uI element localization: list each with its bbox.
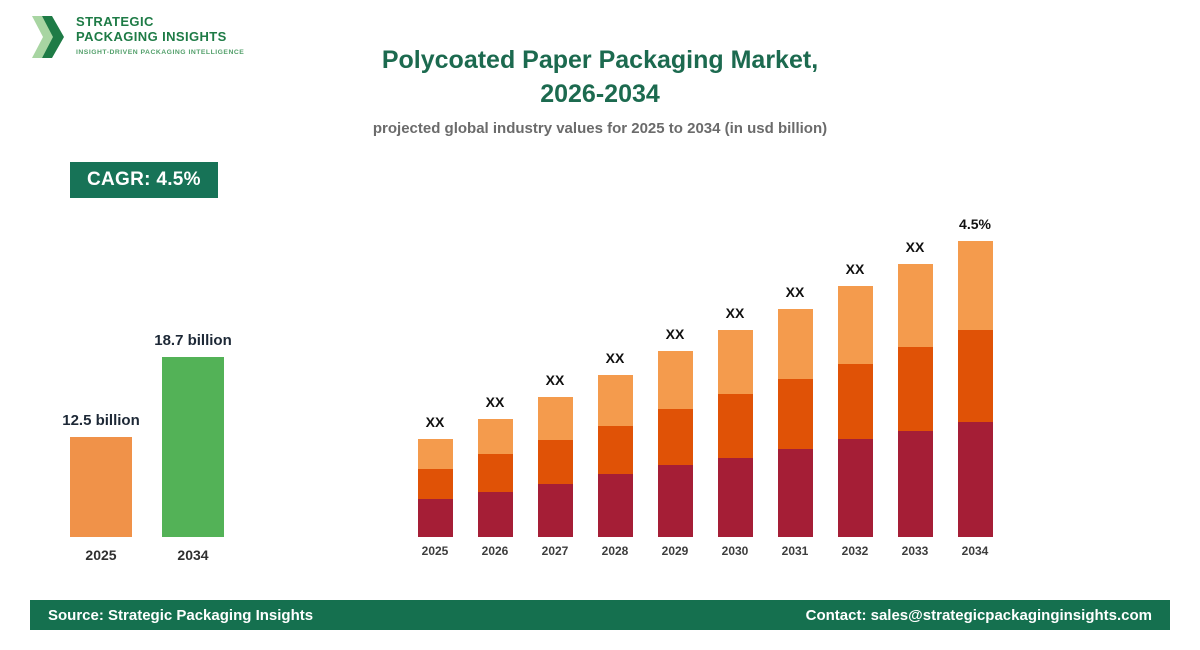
brand-logo: STRATEGIC PACKAGING INSIGHTS INSIGHT-DRI…: [30, 12, 244, 62]
segment-top: [777, 309, 813, 379]
segment-middle: [777, 379, 813, 449]
axis-category-label: 2034: [177, 547, 209, 563]
page-subtitle: projected global industry values for 202…: [372, 119, 828, 137]
segment-middle: [837, 364, 873, 439]
value-comparison-chart: 12.5 billion 2025 18.7 billion 2034: [55, 325, 239, 563]
segment-bottom: [957, 422, 993, 537]
stacked-bar-group: XX 2032: [825, 192, 885, 558]
stacked-bar: [597, 375, 633, 537]
stacked-projection-chart: XX 2025 XX 2026 XX 2027 XX 2028 XX 2029 XX 2030 XX 20…: [405, 192, 1005, 558]
stacked-bar-group: 4.5% 2034: [945, 192, 1005, 558]
stacked-bar-group: XX 2033: [885, 192, 945, 558]
segment-middle: [657, 409, 693, 465]
segment-bottom: [597, 474, 633, 537]
axis-category-label: 2029: [661, 544, 689, 558]
segment-top: [837, 286, 873, 364]
segment-top: [717, 330, 753, 394]
stacked-bar-group: XX 2027: [525, 192, 585, 558]
bar-total-label: XX: [545, 372, 565, 388]
footer-contact: Contact: sales@strategicpackaginginsight…: [805, 606, 1152, 624]
axis-category-label: 2033: [901, 544, 929, 558]
segment-middle: [957, 330, 993, 422]
segment-top: [657, 351, 693, 409]
bar-total-label: XX: [845, 261, 865, 277]
page-title-line2: 2026-2034: [540, 79, 660, 108]
segment-middle: [897, 347, 933, 431]
segment-top: [597, 375, 633, 426]
segment-bottom: [477, 492, 513, 537]
stacked-bar: [777, 309, 813, 537]
bar-total-label: XX: [605, 350, 625, 366]
logo-tagline: INSIGHT-DRIVEN PACKAGING INTELLIGENCE: [76, 48, 245, 56]
footer-source: Source: Strategic Packaging Insights: [48, 606, 314, 624]
axis-category-label: 2034: [961, 544, 989, 558]
segment-middle: [597, 426, 633, 474]
stacked-bar-group: XX 2025: [405, 192, 465, 558]
segment-middle: [717, 394, 753, 458]
axis-category-label: 2028: [601, 544, 629, 558]
axis-category-label: 2030: [721, 544, 749, 558]
segment-bottom: [717, 458, 753, 537]
segment-top: [477, 419, 513, 454]
segment-bottom: [657, 465, 693, 537]
stacked-bar-group: XX 2031: [765, 192, 825, 558]
segment-top: [957, 241, 993, 330]
segment-middle: [477, 454, 513, 492]
page-title-line1: Polycoated Paper Packaging Market,: [381, 46, 819, 74]
segment-bottom: [837, 439, 873, 537]
bar-total-label: XX: [485, 394, 505, 410]
logo-line2: PACKAGING INSIGHTS: [76, 28, 227, 44]
bar-value-label: 18.7 billion: [154, 332, 232, 349]
axis-category-label: 2032: [841, 544, 869, 558]
axis-category-label: 2025: [85, 547, 117, 563]
bar-total-label: XX: [425, 414, 445, 430]
bar-total-label: XX: [785, 284, 805, 300]
segment-middle: [417, 469, 453, 499]
header: Polycoated Paper Packaging Market, 2026-…: [280, 44, 920, 137]
segment-middle: [537, 440, 573, 484]
bar-total-label: 4.5%: [959, 216, 991, 232]
mini-bar-group: 12.5 billion 2025: [55, 325, 147, 563]
logo-line1: STRATEGIC: [76, 14, 154, 29]
stacked-bar: [957, 241, 993, 537]
stacked-bar: [537, 397, 573, 537]
bar: [162, 357, 224, 537]
segment-top: [897, 264, 933, 347]
axis-category-label: 2025: [421, 544, 449, 558]
stacked-bar: [657, 351, 693, 537]
mini-bar-group: 18.7 billion 2034: [147, 325, 239, 563]
stacked-bar-group: XX 2030: [705, 192, 765, 558]
stacked-bar: [897, 264, 933, 537]
bar: [70, 437, 132, 537]
stacked-bar-group: XX 2029: [645, 192, 705, 558]
axis-category-label: 2031: [781, 544, 809, 558]
stacked-bar-group: XX 2028: [585, 192, 645, 558]
bar-total-label: XX: [725, 305, 745, 321]
logo-chevron-icon: [32, 16, 64, 58]
segment-top: [417, 439, 453, 469]
stacked-bar: [717, 330, 753, 537]
stacked-bar: [417, 439, 453, 537]
footer-bar: Source: Strategic Packaging Insights Con…: [30, 600, 1170, 630]
axis-category-label: 2026: [481, 544, 509, 558]
cagr-badge: CAGR: 4.5%: [70, 162, 218, 198]
segment-bottom: [537, 484, 573, 537]
stacked-bar: [477, 419, 513, 537]
segment-bottom: [897, 431, 933, 537]
segment-bottom: [417, 499, 453, 537]
stacked-bar-group: XX 2026: [465, 192, 525, 558]
bar-total-label: XX: [905, 239, 925, 255]
stacked-bar: [837, 286, 873, 537]
segment-bottom: [777, 449, 813, 537]
bar-total-label: XX: [665, 326, 685, 342]
segment-top: [537, 397, 573, 440]
bar-value-label: 12.5 billion: [62, 412, 140, 429]
axis-category-label: 2027: [541, 544, 569, 558]
